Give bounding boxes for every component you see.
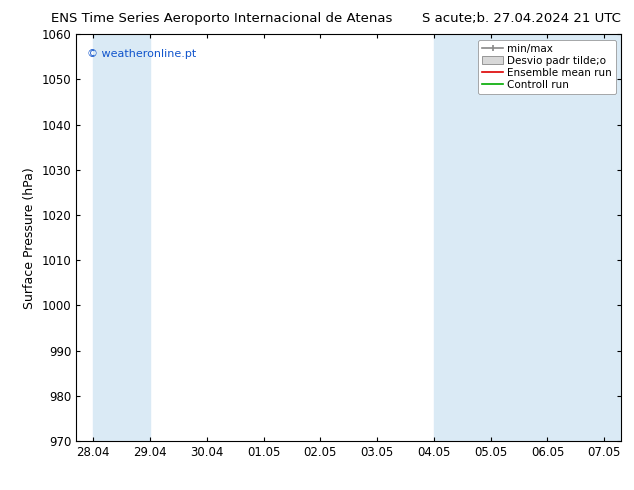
Bar bbox=[548, 34, 633, 441]
Legend: min/max, Desvio padr tilde;o, Ensemble mean run, Controll run: min/max, Desvio padr tilde;o, Ensemble m… bbox=[478, 40, 616, 94]
Text: S acute;b. 27.04.2024 21 UTC: S acute;b. 27.04.2024 21 UTC bbox=[422, 12, 621, 25]
Text: ENS Time Series Aeroporto Internacional de Atenas: ENS Time Series Aeroporto Internacional … bbox=[51, 12, 392, 25]
Y-axis label: Surface Pressure (hPa): Surface Pressure (hPa) bbox=[23, 167, 36, 309]
Text: © weatheronline.pt: © weatheronline.pt bbox=[87, 49, 197, 58]
Bar bbox=[434, 34, 548, 441]
Bar bbox=[93, 34, 150, 441]
